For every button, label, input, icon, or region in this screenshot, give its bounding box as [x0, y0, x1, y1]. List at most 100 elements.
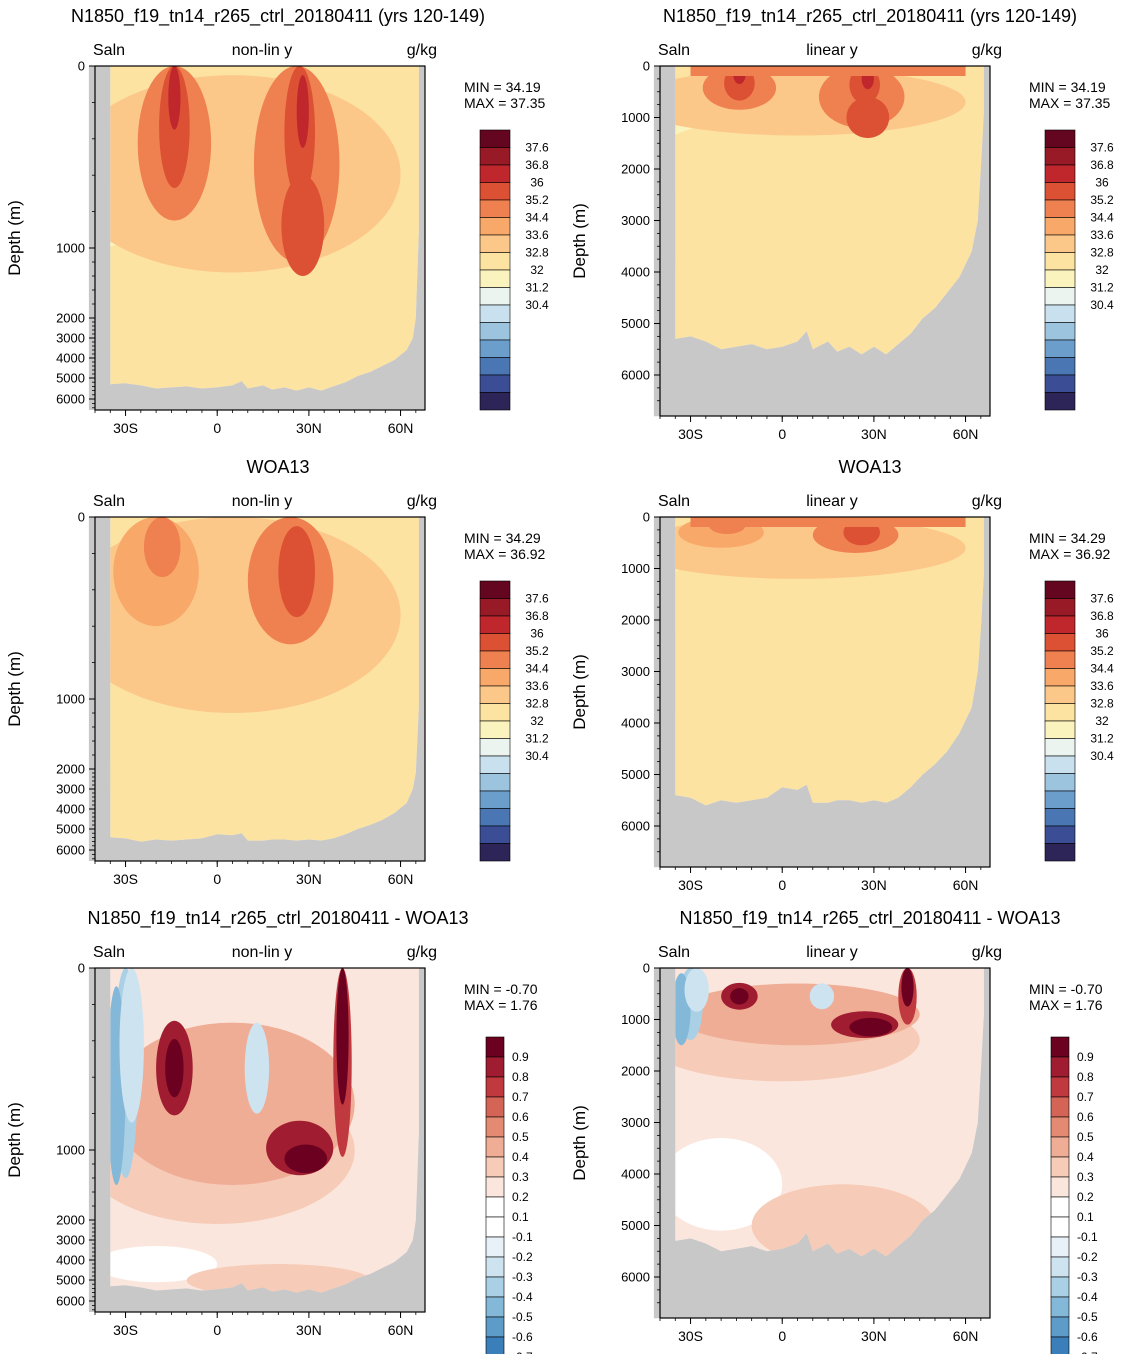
colorbar-swatch	[1044, 217, 1076, 236]
colorbar-swatch	[1044, 703, 1076, 722]
colorbar-swatch	[485, 1156, 505, 1178]
variable-label: Saln	[93, 493, 125, 510]
colorbar-swatch	[1050, 1296, 1070, 1318]
y-tick-label: 0	[643, 59, 650, 74]
x-tick-label: 30N	[861, 1328, 887, 1344]
colorbar-swatch	[1044, 164, 1076, 183]
panel-diff-linear: N1850_f19_tn14_r265_ctrl_20180411 - WOA1…	[570, 908, 1103, 1354]
max-value: MAX = 1.76	[464, 997, 538, 1013]
colorbar-label: 32.8	[525, 246, 549, 260]
colorbar-swatch	[479, 304, 511, 323]
colorbar-label: 33.6	[525, 228, 549, 242]
x-tick-label: 0	[778, 1328, 786, 1344]
x-tick-label: 30S	[113, 1322, 138, 1338]
colorbar-label: 35.2	[1090, 193, 1114, 207]
colorbar-swatch	[1044, 147, 1076, 166]
colorbar-swatch	[479, 234, 511, 253]
panel-obs-nonlin: WOA13 Saln non-lin y g/kg 0 1000 2000 3000 4000 5…	[5, 457, 549, 887]
min-value: MIN = -0.70	[464, 981, 538, 997]
x-tick-label: 30N	[861, 426, 887, 442]
x-tick-label: 30S	[113, 871, 138, 887]
y-tick-label: 3000	[621, 664, 650, 679]
colorbar-swatch	[479, 808, 511, 827]
y-axis-label: Depth (m)	[570, 1105, 589, 1181]
land-south	[660, 66, 673, 416]
scale-label: non-lin y	[232, 944, 292, 961]
colorbar-swatch	[479, 633, 511, 652]
colorbar: 37.6 36.8 36 35.2 34.4 33.6 32.8 32 31.2 30.4	[479, 129, 549, 411]
field-contour	[849, 1017, 893, 1037]
colorbar-swatch	[1050, 1056, 1070, 1078]
colorbar-swatch	[479, 164, 511, 183]
colorbar-swatch	[479, 322, 511, 341]
panel-model-linear: N1850_f19_tn14_r265_ctrl_20180411 (yrs 1…	[570, 6, 1114, 442]
variable-label: Saln	[93, 42, 125, 59]
colorbar-label: 35.2	[1090, 644, 1114, 658]
colorbar-label: -0.6	[512, 1330, 533, 1344]
colorbar-label: 30.4	[525, 298, 549, 312]
y-tick-label: 3000	[621, 1115, 650, 1130]
plot-frame	[94, 65, 426, 411]
x-tick-label: 60N	[388, 871, 414, 887]
y-tick-label: 1000	[621, 110, 650, 125]
colorbar-label: 36	[530, 627, 544, 641]
x-tick-label: 30S	[113, 420, 138, 436]
y-tick-label: 6000	[621, 1270, 650, 1285]
colorbar-swatch	[485, 1256, 505, 1278]
field-contour	[110, 75, 401, 273]
colorbar-swatch	[485, 1196, 505, 1218]
colorbar-swatch	[1050, 1196, 1070, 1218]
colorbar-label: 32	[530, 263, 544, 277]
colorbar-swatch	[1044, 129, 1076, 148]
x-tick-label: 0	[778, 877, 786, 893]
colorbar-label: 31.2	[525, 732, 549, 746]
plot-area: 0 1000 2000 3000 4000 5000 6000 30S 0 30N 60N	[56, 510, 426, 887]
colorbar-label: -0.7	[512, 1350, 533, 1354]
plot-area: 0 1000 2000 3000 4000 5000 6000 30S 0 30N 60N	[621, 510, 991, 893]
plot-frame	[94, 516, 426, 862]
land-south	[660, 517, 673, 867]
colorbar-label: 0.1	[512, 1210, 529, 1224]
y-tick-label: 3000	[56, 1233, 85, 1248]
colorbar-label: 0.5	[1077, 1130, 1094, 1144]
y-tick-label: 5000	[56, 371, 85, 386]
x-tick-label: 30N	[296, 1322, 322, 1338]
y-tick-label: 4000	[621, 265, 650, 280]
min-value: MIN = 34.29	[1029, 530, 1106, 546]
scale-label: non-lin y	[232, 42, 292, 59]
colorbar-swatch	[485, 1336, 505, 1354]
y-tick-label: 5000	[621, 316, 650, 331]
variable-label: Saln	[658, 42, 690, 59]
y-axis-label: Depth (m)	[5, 1102, 24, 1178]
colorbar-label: 0.8	[512, 1070, 529, 1084]
y-tick-label: 3000	[56, 782, 85, 797]
salinity-field	[675, 517, 984, 806]
y-tick-label: 0	[643, 961, 650, 976]
colorbar-swatch	[1044, 598, 1076, 617]
units-label: g/kg	[972, 493, 1002, 510]
min-value: MIN = 34.19	[464, 79, 541, 95]
units-label: g/kg	[407, 493, 437, 510]
colorbar-swatch	[479, 357, 511, 376]
units-label: g/kg	[407, 944, 437, 961]
field-contour	[846, 96, 890, 139]
colorbar-swatch	[485, 1236, 505, 1258]
scale-label: non-lin y	[232, 493, 292, 510]
colorbar-label: 33.6	[1090, 679, 1114, 693]
colorbar-label: 0.6	[1077, 1110, 1094, 1124]
y-tick-label: 2000	[621, 162, 650, 177]
field-contour	[901, 968, 914, 1007]
units-label: g/kg	[972, 944, 1002, 961]
x-tick-label: 30S	[678, 1328, 703, 1344]
plot-frame	[659, 65, 991, 417]
colorbar-swatch	[479, 720, 511, 739]
colorbar-swatch	[485, 1116, 505, 1138]
colorbar-label: 34.4	[525, 662, 549, 676]
colorbar-label: 0.9	[512, 1050, 529, 1064]
ocean-floor	[653, 517, 990, 868]
units-label: g/kg	[407, 42, 437, 59]
y-tick-label: 6000	[621, 819, 650, 834]
colorbar-label: -0.6	[1077, 1330, 1098, 1344]
colorbar-swatch	[485, 1056, 505, 1078]
colorbar-swatch	[485, 1096, 505, 1118]
